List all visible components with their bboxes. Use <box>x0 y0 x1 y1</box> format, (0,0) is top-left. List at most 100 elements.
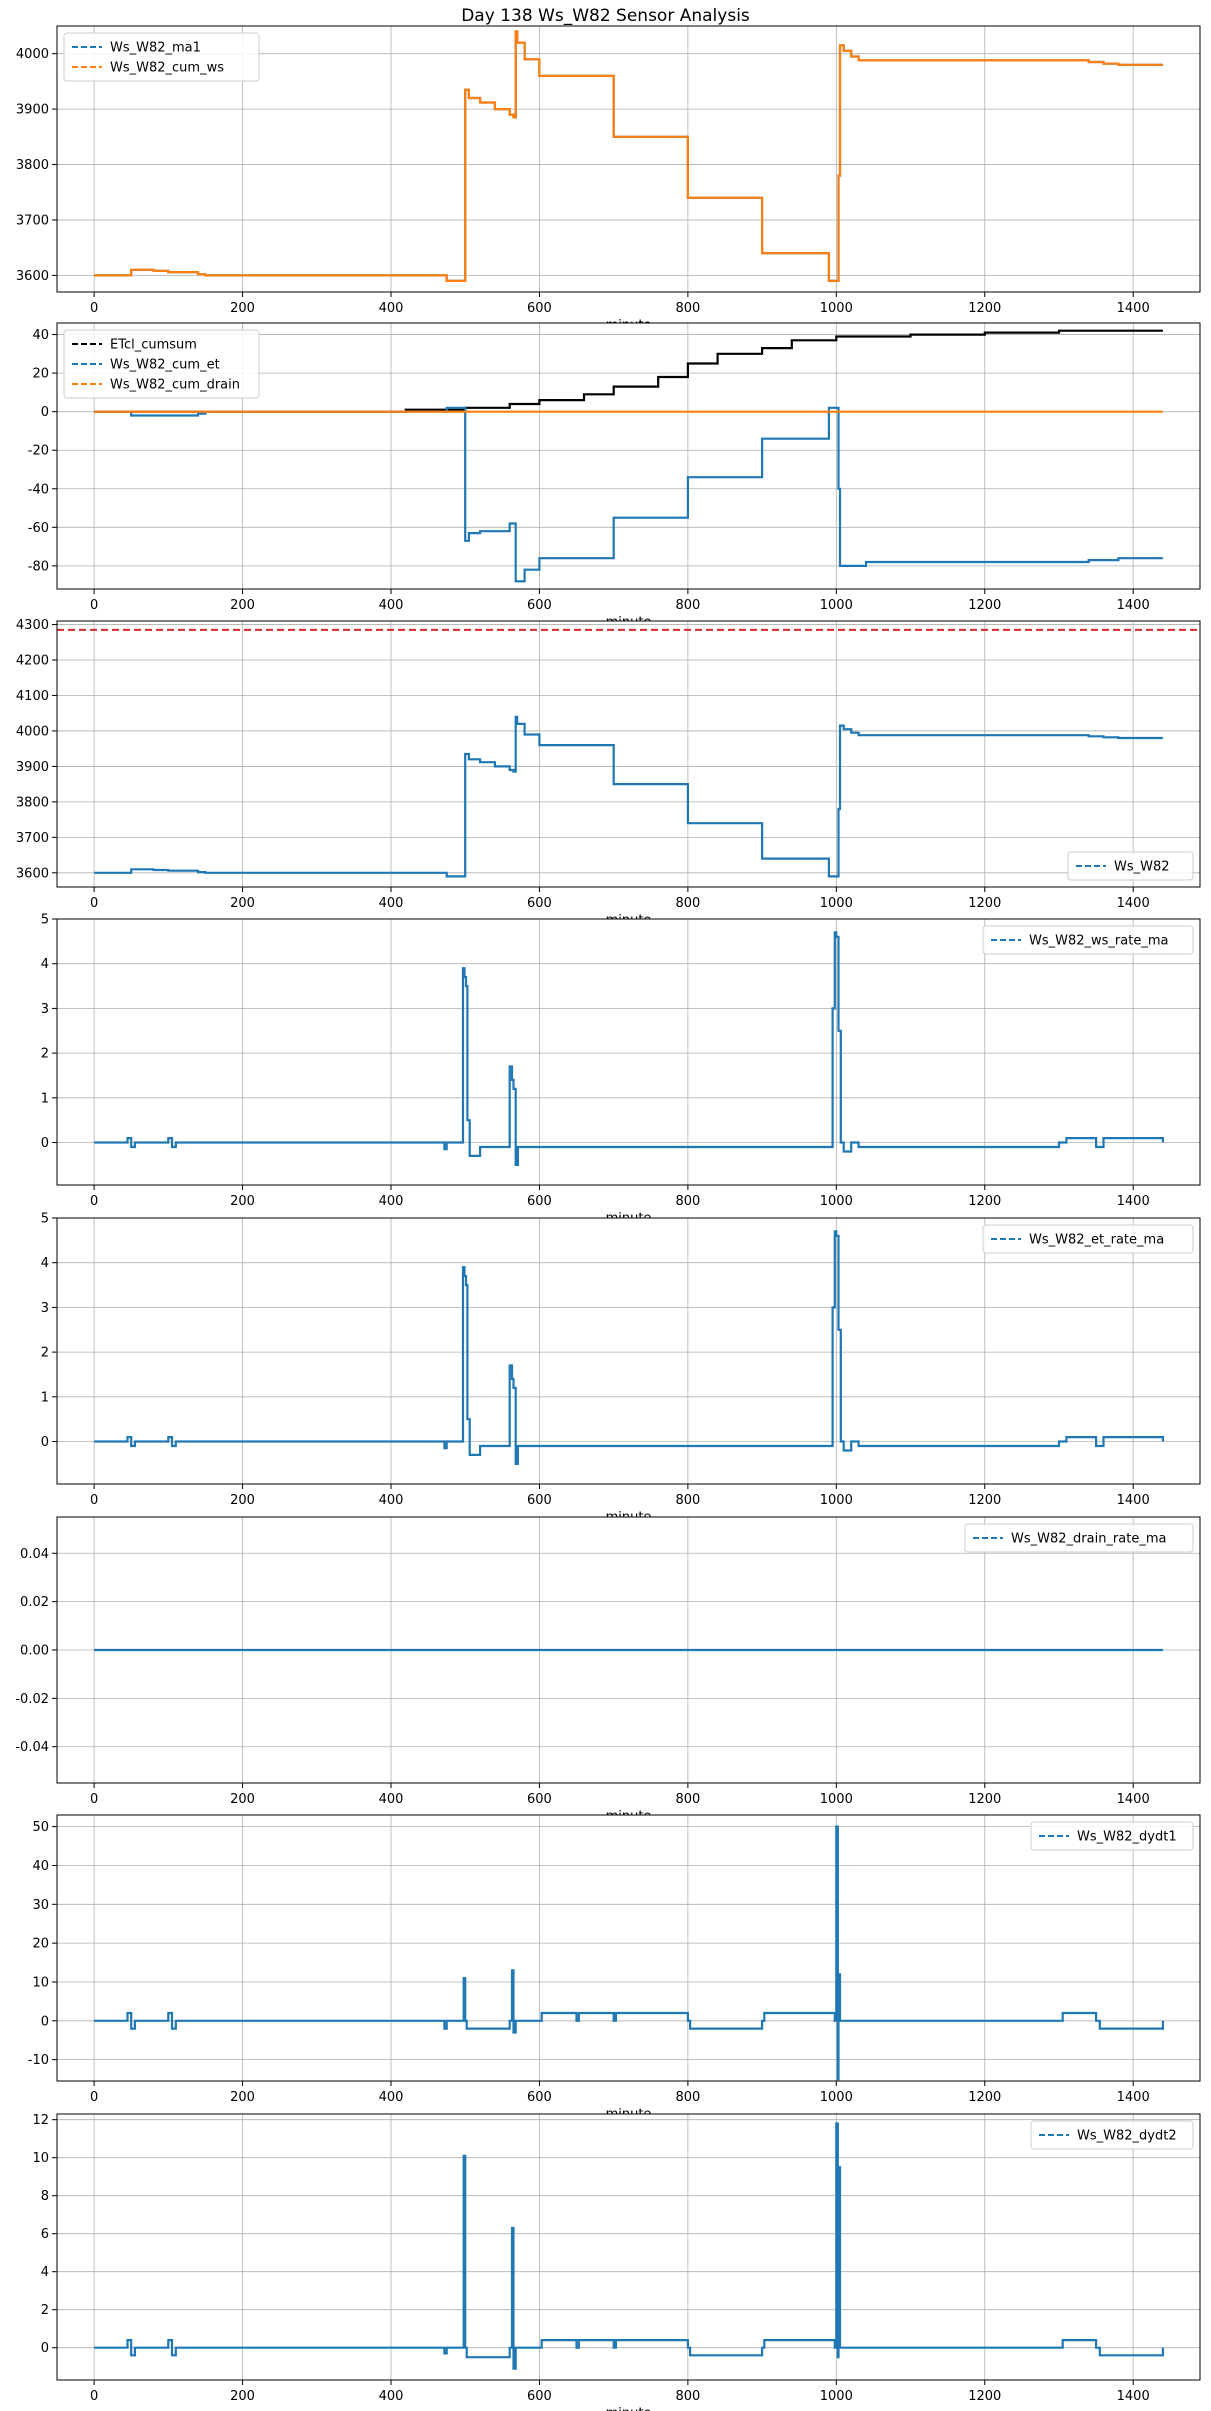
y-tick-label: 0 <box>41 1435 49 1450</box>
subplot-4: 0200400600800100012001400012345minuteWs_… <box>41 913 1201 1226</box>
axes-frame <box>56 25 1201 293</box>
x-tick-label: 1000 <box>820 896 853 911</box>
x-tick-label: 200 <box>230 896 255 911</box>
axes-frame <box>56 918 1201 1186</box>
legend-label: Ws_W82_cum_et <box>110 358 220 373</box>
x-tick-label: 0 <box>90 598 98 613</box>
x-tick-label: 600 <box>527 301 552 316</box>
y-tick-label: 40 <box>32 1859 49 1874</box>
axes-frame <box>56 2113 1201 2381</box>
y-tick-label: 1 <box>41 1091 49 1106</box>
x-axis-label: minute <box>606 2406 652 2411</box>
y-tick-label: 10 <box>32 2151 49 2166</box>
plot-area <box>57 2114 1200 2380</box>
y-tick-label: -10 <box>28 2053 49 2068</box>
y-tick-label: 12 <box>32 2113 49 2128</box>
x-tick-label: 600 <box>527 1194 552 1209</box>
x-tick-label: 600 <box>527 896 552 911</box>
legend: Ws_W82_ma1 Ws_W82_cum_ws <box>63 32 260 82</box>
x-tick-label: 0 <box>90 1194 98 1209</box>
legend: ETcl_cumsum Ws_W82_cum_et Ws_W82_cum_drain <box>63 329 260 399</box>
x-tick-label: 200 <box>230 1493 255 1508</box>
y-tick-label: 4 <box>41 957 49 972</box>
x-tick-label: 800 <box>675 301 700 316</box>
x-tick-label: 400 <box>379 598 404 613</box>
subplot-5: 0200400600800100012001400012345minuteWs_… <box>41 1212 1201 1525</box>
x-tick-label: 1200 <box>968 301 1001 316</box>
legend-box <box>1030 1821 1194 1851</box>
y-tick-label: 40 <box>32 328 49 343</box>
legend-label: Ws_W82_ma1 <box>110 41 201 56</box>
x-tick-label: 600 <box>527 2090 552 2105</box>
figure-title: Day 138 Ws_W82 Sensor Analysis <box>461 6 750 26</box>
x-tick-label: 0 <box>90 1493 98 1508</box>
x-tick-label: 600 <box>527 1792 552 1807</box>
y-tick-label: 2 <box>41 2303 49 2318</box>
series-line-Ws_W82_ws_rate_ma <box>94 931 1164 1166</box>
legend-label: Ws_W82_dydt2 <box>1077 2129 1177 2144</box>
y-tick-label: 10 <box>32 1975 49 1990</box>
x-tick-label: 1000 <box>820 1792 853 1807</box>
legend: Ws_W82_ws_rate_ma <box>982 925 1194 955</box>
y-tick-label: 0 <box>41 1136 49 1151</box>
legend: Ws_W82_dydt1 <box>1030 1821 1194 1851</box>
y-tick-label: 5 <box>41 1212 49 1227</box>
series-line-Ws_W82_dydt1 <box>94 1825 1164 2081</box>
x-tick-label: 1400 <box>1117 1194 1150 1209</box>
x-tick-label: 200 <box>230 598 255 613</box>
series-line-Ws_W82 <box>94 715 1163 878</box>
x-tick-label: 0 <box>90 896 98 911</box>
y-tick-label: 6 <box>41 2227 49 2242</box>
x-tick-label: 200 <box>230 301 255 316</box>
axes-frame <box>56 1814 1201 2082</box>
y-tick-label: 2 <box>41 1346 49 1361</box>
y-tick-label: -40 <box>28 482 49 497</box>
x-tick-label: 1400 <box>1117 301 1150 316</box>
y-tick-label: 4200 <box>16 654 49 669</box>
x-tick-label: 800 <box>675 2090 700 2105</box>
x-tick-label: 200 <box>230 2389 255 2404</box>
y-tick-label: 4100 <box>16 689 49 704</box>
x-tick-label: 200 <box>230 1792 255 1807</box>
legend-box <box>63 329 260 399</box>
legend-label: Ws_W82_et_rate_ma <box>1029 1233 1164 1248</box>
legend-box <box>1067 851 1194 881</box>
series-line-ETcl_cumsum <box>94 329 1163 413</box>
x-tick-label: 0 <box>90 301 98 316</box>
x-tick-label: 400 <box>379 1194 404 1209</box>
x-tick-label: 1200 <box>968 1493 1001 1508</box>
legend-box <box>63 32 260 82</box>
series-line-Ws_W82_et_rate_ma <box>94 1230 1164 1465</box>
axes-frame <box>56 1217 1201 1485</box>
x-tick-label: 1200 <box>968 2389 1001 2404</box>
plot-area <box>57 1218 1200 1484</box>
x-tick-label: 400 <box>379 1493 404 1508</box>
y-tick-label: -60 <box>28 521 49 536</box>
subplot-3: 0 200 400 600 800 1000 1200 1400 3600 3700 3800 390… <box>16 618 1201 928</box>
x-tick-label: 400 <box>379 301 404 316</box>
x-tick-label: 800 <box>675 2389 700 2404</box>
y-tick-label: 4000 <box>16 724 49 739</box>
x-tick-label: 0 <box>90 1792 98 1807</box>
plot-area <box>57 621 1200 887</box>
legend: Ws_W82_dydt2 <box>1030 2120 1194 2150</box>
legend-label: Ws_W82_cum_ws <box>110 61 224 76</box>
y-tick-label: 0.02 <box>20 1595 49 1610</box>
x-tick-label: 1400 <box>1117 896 1150 911</box>
legend-box <box>982 1224 1194 1254</box>
x-tick-label: 1200 <box>968 1792 1001 1807</box>
legend-box <box>982 925 1194 955</box>
y-tick-label: -20 <box>28 444 49 459</box>
y-tick-label: 3700 <box>16 831 49 846</box>
x-tick-label: 0 <box>90 2389 98 2404</box>
y-tick-label: 4300 <box>16 618 49 633</box>
legend-box <box>964 1523 1194 1553</box>
x-tick-label: 1400 <box>1117 598 1150 613</box>
x-tick-label: 800 <box>675 1194 700 1209</box>
subplot-1: 0 200 400 600 800 1000 1200 1400 3600 3700 3800 390… <box>16 25 1201 333</box>
legend-label: Ws_W82 <box>1114 860 1170 875</box>
y-tick-label: 3700 <box>16 213 49 228</box>
plot-area <box>57 919 1200 1185</box>
y-tick-label: -0.02 <box>15 1692 49 1707</box>
legend: Ws_W82_drain_rate_ma <box>964 1523 1194 1553</box>
